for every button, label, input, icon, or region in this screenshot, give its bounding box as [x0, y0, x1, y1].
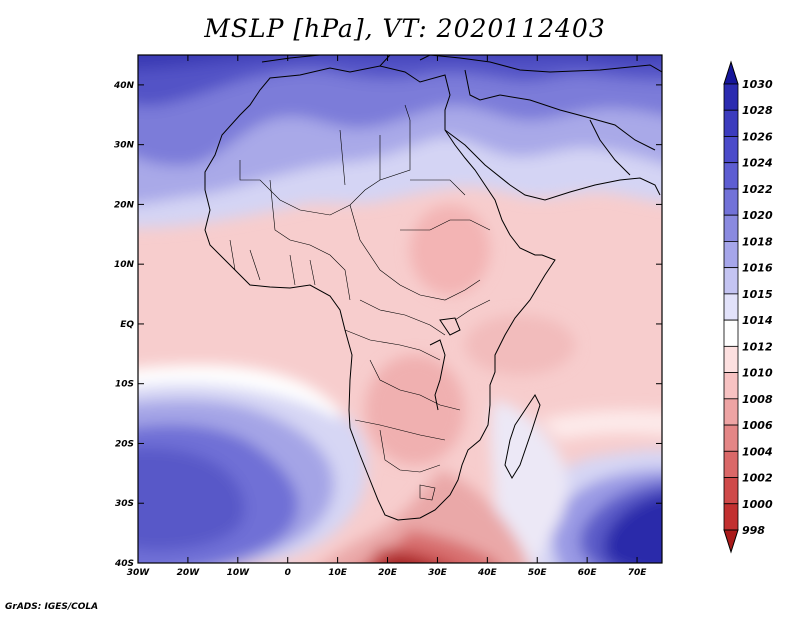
map-title: MSLP [hPa], VT: 2020112403 [204, 14, 606, 43]
coastlines [204, 55, 662, 521]
colorbar-label: 1006 [742, 419, 773, 432]
colorbar-label: 1002 [742, 472, 773, 485]
colorbar-bin [723, 477, 739, 505]
lon-label: 10W [227, 568, 251, 578]
lat-label: 10S [115, 380, 134, 390]
colorbar-label: 1010 [742, 367, 773, 380]
colorbar-label: 1000 [742, 498, 773, 511]
colorbar-label: 1022 [742, 183, 773, 196]
lon-label: 70E [628, 568, 648, 578]
map-frame [137, 54, 663, 564]
lon-label: 60E [578, 568, 598, 578]
colorbar-bin [723, 319, 739, 347]
colorbar-bin [723, 345, 739, 373]
colorbar-bin [723, 398, 739, 426]
colorbar-label: 1024 [742, 157, 773, 170]
colorbar-top-arrow [723, 60, 739, 85]
lon-label: 0 [285, 568, 291, 578]
lon-label: 50E [528, 568, 548, 578]
colorbar-label: 1030 [742, 78, 773, 91]
lon-label: 20W [177, 568, 201, 578]
pressure-field [138, 55, 662, 563]
colorbar-label: 1008 [742, 393, 773, 406]
colorbar-bin [723, 241, 739, 269]
lat-axis: 40N 30N 20N 10N EQ 10S 20S 30S 40S [113, 81, 662, 569]
colorbar-label: 1015 [742, 288, 773, 301]
lon-label: 30E [428, 568, 448, 578]
colorbar-label: 1014 [742, 314, 773, 327]
colorbar-bin [723, 109, 739, 137]
lat-label: 20N [114, 200, 135, 210]
lat-label: 40N [113, 81, 135, 91]
lat-label: 30N [114, 141, 135, 151]
colorbar-bin [723, 372, 739, 400]
colorbar: 1030 1028 1026 1024 1022 1020 1018 1016 1015 1014… [723, 60, 773, 554]
lat-label: 10N [114, 260, 135, 270]
colorbar-bin [723, 424, 739, 452]
colorbar-bin [723, 267, 739, 295]
lon-label: 20E [378, 568, 398, 578]
lon-label: 30W [127, 568, 151, 578]
lat-label: EQ [120, 320, 134, 330]
colorbar-bin [723, 136, 739, 164]
colorbar-bin [723, 503, 739, 531]
lat-label: 20S [115, 439, 134, 449]
colorbar-label: 1020 [742, 209, 773, 222]
colorbar-bin [723, 83, 739, 111]
colorbar-label: 1028 [742, 104, 773, 117]
lon-label: 10E [328, 568, 348, 578]
colorbar-bin [723, 214, 739, 242]
lat-label: 30S [115, 499, 134, 509]
colorbar-label: 998 [742, 524, 765, 537]
lon-label: 40E [477, 568, 498, 578]
country-borders [229, 104, 491, 501]
colorbar-label: 1004 [742, 445, 773, 458]
colorbar-label: 1026 [742, 130, 773, 143]
colorbar-bottom-arrow [723, 529, 739, 554]
lat-label: 40S [114, 559, 134, 569]
colorbar-label: 1018 [742, 235, 773, 248]
colorbar-bin [723, 162, 739, 190]
colorbar-bin [723, 188, 739, 216]
colorbar-label: 1016 [742, 262, 773, 275]
colorbar-label: 1012 [742, 340, 773, 353]
colorbar-bin [723, 293, 739, 321]
credit-label: GrADS: IGES/COLA [5, 602, 99, 612]
colorbar-bin [723, 450, 739, 478]
lon-axis: 30W 20W 10W 0 10E 20E 30E 40E 50E 60E 70E [127, 55, 647, 578]
